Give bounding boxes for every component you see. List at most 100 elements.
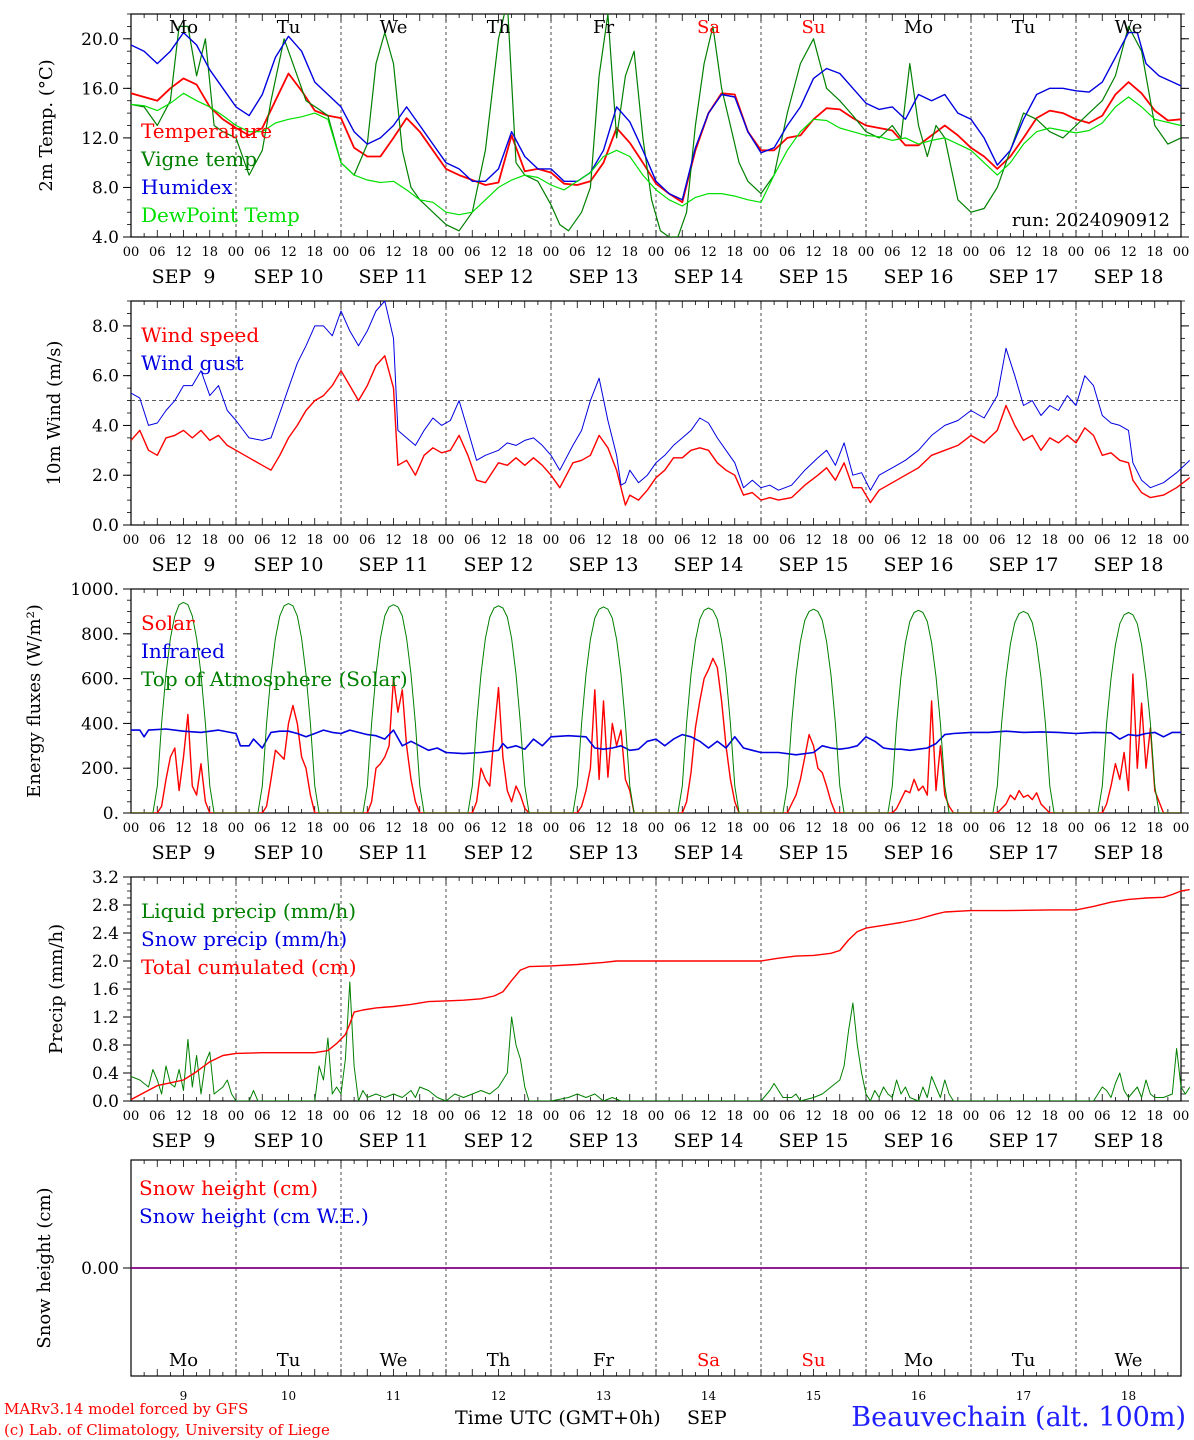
energy-hour-label: 00	[1173, 821, 1190, 836]
energy-hour-label: 18	[201, 821, 218, 836]
energy-hour-label: 00	[963, 821, 980, 836]
temperature-series-vigne-temp	[131, 14, 1182, 237]
temperature-hour-label: 00	[648, 245, 665, 260]
precip-hour-label: 12	[490, 1109, 507, 1124]
energy-ytick-label: 800.	[81, 625, 119, 645]
energy-hour-label: 18	[936, 821, 953, 836]
temperature-date-label: SEP 15	[779, 266, 849, 288]
wind-hour-label: 06	[1094, 533, 1111, 548]
wind-date-label: SEP 12	[464, 554, 534, 576]
weekday-label: Fr	[593, 17, 614, 38]
energy-hour-label: 00	[228, 821, 245, 836]
precip-hour-label: 18	[1146, 1109, 1163, 1124]
precip-legend-entry: Liquid precip (mm/h)	[141, 899, 356, 923]
temperature-date-label: SEP 10	[254, 266, 324, 288]
energy-date-label: SEP 9	[152, 842, 216, 864]
wind-date-label: SEP 9	[152, 554, 216, 576]
temperature-date-label: SEP 12	[464, 266, 534, 288]
temperature-hour-label: 12	[385, 245, 402, 260]
temperature-hour-label: 06	[254, 245, 271, 260]
energy-hour-label: 18	[306, 821, 323, 836]
day-number-label: 9	[180, 1389, 188, 1403]
energy-hour-label: 06	[569, 821, 586, 836]
precip-hour-label: 00	[543, 1109, 560, 1124]
wind-hour-label: 00	[963, 533, 980, 548]
temperature-date-label: SEP 18	[1094, 266, 1164, 288]
precip-ytick-label: 1.6	[92, 980, 119, 1000]
precip-date-label: SEP 17	[989, 1130, 1059, 1152]
temperature-hour-label: 06	[989, 245, 1006, 260]
temperature-hour-label: 00	[438, 245, 455, 260]
energy-hour-label: 12	[910, 821, 927, 836]
temperature-hour-label: 06	[464, 245, 481, 260]
wind-date-label: SEP 17	[989, 554, 1059, 576]
energy-date-label: SEP 14	[674, 842, 744, 864]
precip-hour-label: 12	[385, 1109, 402, 1124]
energy-date-label: SEP 10	[254, 842, 324, 864]
temperature-hour-label: 18	[1041, 245, 1058, 260]
precip-hour-label: 06	[884, 1109, 901, 1124]
temperature-date-label: SEP 11	[359, 266, 429, 288]
precip-date-label: SEP 15	[779, 1130, 849, 1152]
wind-hour-label: 18	[516, 533, 533, 548]
precip-ytick-label: 3.2	[92, 868, 119, 888]
energy-series-top-of-atmosphere-solar	[131, 601, 1181, 813]
energy-hour-label: 18	[411, 821, 428, 836]
energy-hour-label: 06	[674, 821, 691, 836]
temperature-hour-label: 18	[516, 245, 533, 260]
temperature-hour-label: 06	[359, 245, 376, 260]
weekday-label: Mo	[169, 17, 198, 38]
weekday-label: Tu	[1012, 1350, 1036, 1371]
energy-ytick-label: 200.	[81, 759, 119, 779]
wind-hour-label: 00	[648, 533, 665, 548]
day-number-label: 10	[281, 1389, 296, 1403]
temperature-ylabel: 2m Temp. (°C)	[36, 59, 57, 191]
energy-hour-label: 12	[805, 821, 822, 836]
energy-hour-label: 06	[779, 821, 796, 836]
energy-hour-label: 12	[1120, 821, 1137, 836]
wind-hour-label: 12	[385, 533, 402, 548]
day-number-label: 13	[596, 1389, 611, 1403]
wind-hour-label: 18	[726, 533, 743, 548]
weekday-label: Mo	[169, 1350, 198, 1371]
precip-hour-label: 18	[621, 1109, 638, 1124]
energy-hour-label: 06	[989, 821, 1006, 836]
energy-legend-entry: Infrared	[141, 639, 225, 663]
precip-hour-label: 12	[595, 1109, 612, 1124]
precip-date-label: SEP 9	[152, 1130, 216, 1152]
energy-hour-label: 00	[648, 821, 665, 836]
wind-ytick-label: 8.0	[92, 317, 119, 337]
precip-ytick-label: 0.0	[92, 1092, 119, 1112]
energy-frame	[130, 588, 1182, 814]
precip-ytick-label: 2.8	[92, 896, 119, 916]
temperature-hour-label: 12	[910, 245, 927, 260]
weekday-label: We	[1115, 1350, 1143, 1371]
energy-hour-label: 18	[516, 821, 533, 836]
energy-hour-label: 06	[464, 821, 481, 836]
wind-hour-label: 00	[438, 533, 455, 548]
energy-date-label: SEP 11	[359, 842, 429, 864]
wind-hour-label: 00	[1173, 533, 1190, 548]
wind-hour-label: 00	[333, 533, 350, 548]
temperature-date-label: SEP 17	[989, 266, 1059, 288]
temperature-hour-label: 00	[963, 245, 980, 260]
precip-date-label: SEP 12	[464, 1130, 534, 1152]
wind-hour-label: 06	[464, 533, 481, 548]
energy-hour-label: 06	[359, 821, 376, 836]
temperature-hour-label: 12	[700, 245, 717, 260]
temperature-hour-label: 18	[831, 245, 848, 260]
wind-ylabel: 10m Wind (m/s)	[44, 341, 65, 486]
weekday-label: Sa	[697, 1350, 720, 1371]
temperature-date-label: SEP 13	[569, 266, 639, 288]
temperature-date-label: SEP 9	[152, 266, 216, 288]
energy-date-label: SEP 15	[779, 842, 849, 864]
precip-hour-label: 18	[831, 1109, 848, 1124]
temperature-hour-label: 18	[306, 245, 323, 260]
temperature-hour-label: 12	[595, 245, 612, 260]
temperature-legend-entry: Humidex	[141, 175, 233, 199]
wind-hour-label: 12	[280, 533, 297, 548]
precip-hour-label: 00	[648, 1109, 665, 1124]
energy-date-label: SEP 16	[884, 842, 954, 864]
precip-date-label: SEP 13	[569, 1130, 639, 1152]
wind-hour-label: 18	[1041, 533, 1058, 548]
